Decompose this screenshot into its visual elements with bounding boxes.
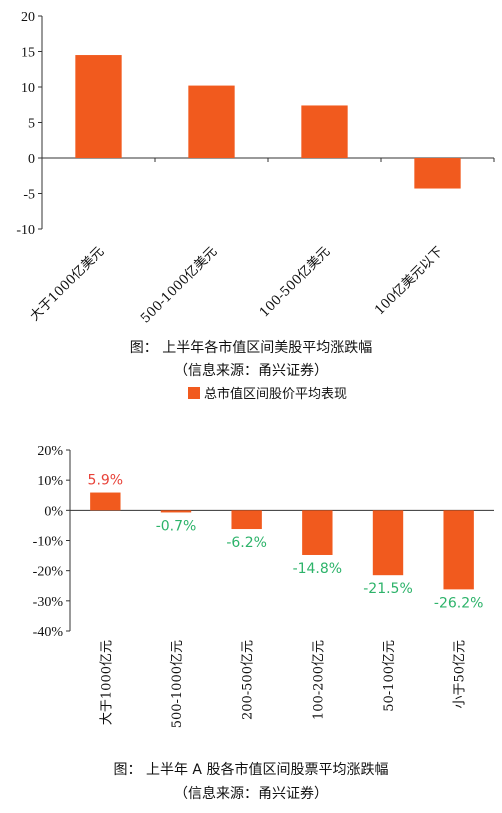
category-label-3: 100-500亿美元: [257, 244, 333, 320]
a-share-market-cap-chart: 20% 10% 0% -10% -20% -30% -40% 5.9% 大于1000亿元 -0.7…: [33, 444, 494, 728]
data-label-3: -6.2%: [226, 535, 267, 551]
category-label-1: 大于1000亿美元: [27, 244, 107, 324]
y-tick-label: 0%: [44, 504, 63, 519]
chart1-legend-swatch: [188, 387, 200, 399]
us-market-cap-chart: 20 15 10 5 0 -5 -10 大于1000亿美元 500-1000亿美元 100-500…: [16, 10, 495, 326]
chart2-source: （信息来源：甬兴证券）: [174, 785, 328, 802]
category-label-2: 500-1000亿美元: [138, 244, 220, 326]
bar-3: [301, 105, 348, 158]
y-tick-label: 20%: [37, 444, 63, 459]
chart1-title: 图： 上半年各市值区间美股平均涨跌幅: [130, 339, 372, 356]
y-tick-label: -30%: [33, 595, 64, 610]
y-tick-label: -40%: [33, 625, 64, 640]
data-label-2: -0.7%: [156, 518, 197, 534]
y-tick-label: -5: [23, 188, 35, 203]
bar-5: [372, 510, 404, 576]
y-tick-label: 10: [21, 81, 35, 96]
chart1-source: （信息来源：甬兴证券）: [174, 362, 328, 379]
bar-3: [231, 510, 262, 530]
data-label-6: -26.2%: [434, 595, 484, 611]
chart2-title: 图： 上半年 A 股各市值区间股票平均涨跌幅: [114, 761, 389, 778]
y-tick-label: 15: [21, 46, 35, 61]
bar-2: [188, 85, 235, 158]
category-label-2: 500-1000亿元: [170, 640, 185, 728]
y-tick-label: 20: [21, 10, 35, 25]
bar-1: [90, 492, 121, 511]
bar-1: [75, 55, 122, 158]
y-tick-label: 0: [28, 152, 35, 167]
bar-6: [443, 510, 474, 590]
y-tick-label: -10: [16, 223, 35, 238]
chart1-legend-label: 总市值区间股价平均表现: [204, 386, 347, 402]
category-label-4: 100-200亿元: [311, 640, 326, 720]
bar-2: [160, 510, 192, 513]
bar-4: [302, 510, 333, 555]
category-label-6: 小于50亿元: [453, 640, 468, 709]
data-label-1: 5.9%: [88, 473, 124, 489]
y-tick-label: 10%: [37, 474, 63, 489]
category-label-5: 50-100亿元: [382, 640, 397, 712]
data-label-4: -14.8%: [293, 561, 343, 577]
category-label-1: 大于1000亿元: [99, 640, 114, 725]
category-label-4: 100亿美元以下: [372, 244, 446, 318]
y-tick-label: -10%: [33, 535, 64, 550]
data-label-5: -21.5%: [363, 581, 413, 597]
category-label-3: 200-500亿元: [241, 640, 256, 720]
y-tick-label: 5: [28, 117, 35, 132]
y-tick-label: -20%: [33, 565, 64, 580]
bar-4: [414, 158, 461, 189]
